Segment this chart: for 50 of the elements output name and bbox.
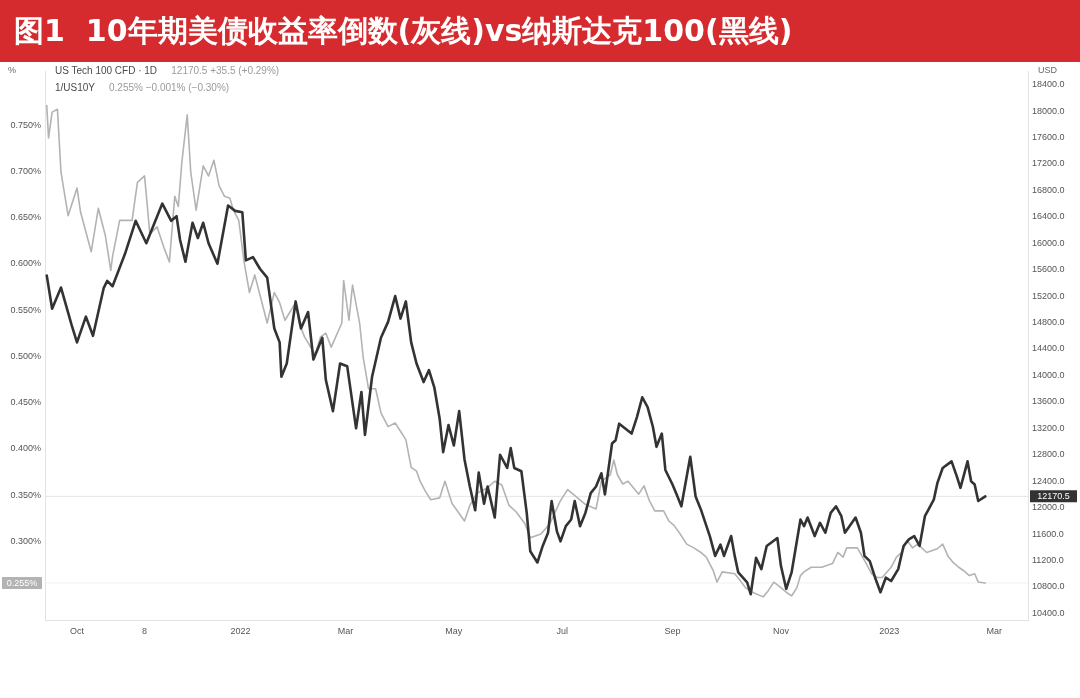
y-tick-label: 0.400% <box>10 443 41 454</box>
y2-tick-label: 15600.0 <box>1032 264 1065 275</box>
ref-line-label: 12170.5 <box>1037 491 1070 502</box>
x-tick-label: 8 <box>142 625 148 636</box>
y-tick-label: 0.300% <box>10 535 41 546</box>
x-tick-label: Nov <box>772 625 790 636</box>
y2-tick-label: 12400.0 <box>1032 475 1065 486</box>
y2-tick-label: 18400.0 <box>1032 79 1065 90</box>
y2-tick-label: 17600.0 <box>1032 131 1065 142</box>
x-tick-label: Mar <box>337 625 354 636</box>
y2-tick-label: 12800.0 <box>1032 449 1065 460</box>
y2-tick-label: 16400.0 <box>1032 211 1065 222</box>
x-tick-label: Sep <box>664 625 681 636</box>
y2-tick-label: 14800.0 <box>1032 317 1065 328</box>
y2-tick-label: 10400.0 <box>1032 607 1065 618</box>
y2-tick-label: 12000.0 <box>1032 502 1065 513</box>
y2-tick-label: 11200.0 <box>1032 555 1064 565</box>
x-tick-label: 2023 <box>879 625 900 636</box>
y-tick-label: 0.350% <box>10 489 41 500</box>
y-tick-label: 0.650% <box>10 212 41 223</box>
y2-tick-label: 13200.0 <box>1032 422 1065 433</box>
annotation: US Tech 100 CFD · 1D <box>55 64 158 76</box>
y2-tick-label: 13600.0 <box>1032 396 1065 407</box>
chart-title: 图1 10年期美债收益率倒数(灰线)vs纳斯达克100(黑线) <box>0 0 1080 62</box>
x-tick-label: Mar <box>986 625 1002 636</box>
y-tick-label: 0.550% <box>10 304 41 315</box>
x-tick-label: 2022 <box>230 625 251 636</box>
y2-tick-label: 10800.0 <box>1032 581 1065 592</box>
x-tick-label: Oct <box>69 625 85 636</box>
y2-tick-label: 14000.0 <box>1032 369 1065 380</box>
y-tick-label: 0.700% <box>10 165 41 176</box>
y-tick-label: 0.450% <box>10 397 41 408</box>
x-tick-label: May <box>445 625 463 636</box>
y2-tick-label: 16800.0 <box>1032 184 1065 195</box>
y2-tick-label: 14400.0 <box>1032 343 1065 354</box>
x-tick-label: Jul <box>556 625 569 636</box>
y2-tick-label: 16000.0 <box>1032 237 1065 248</box>
y2-tick-label: 15200.0 <box>1032 290 1065 301</box>
y-tick-label: 0.500% <box>10 350 41 361</box>
y-tick-label: 0.600% <box>10 258 41 269</box>
annotation: 0.255% −0.001% (−0.30%) <box>109 81 230 93</box>
annotation: 12170.5 +35.5 (+0.29%) <box>171 64 280 76</box>
y2-tick-label: 18000.0 <box>1032 105 1065 116</box>
y2-axis-title: USD <box>1038 65 1058 76</box>
y2-tick-label: 17200.0 <box>1032 158 1065 169</box>
y2-tick-label: 11600.0 <box>1032 528 1064 539</box>
y-tick-label: 0.750% <box>10 119 41 130</box>
annotation: 1/US10Y <box>55 81 96 93</box>
y-axis-title: % <box>8 65 17 76</box>
ref-line-label: 0.255% <box>6 577 38 588</box>
